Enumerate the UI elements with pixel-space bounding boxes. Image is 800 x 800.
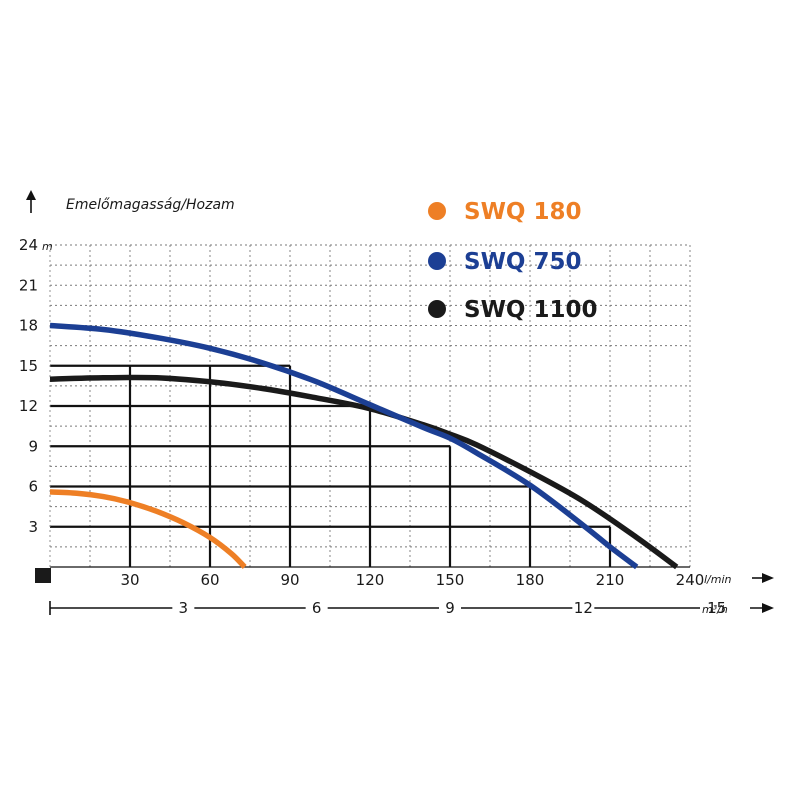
y-unit-label: m [42,240,53,253]
x2-unit-label: m³/h [702,603,728,616]
major-gridlines [50,364,612,567]
y-tick-label: 24 [19,236,38,254]
x-tick-label: 240 [676,571,705,589]
x-tick-label: 90 [280,571,299,589]
x2-tick-gap [572,606,595,610]
origin-square [35,568,51,583]
y-tick-label: 9 [28,437,38,455]
series-line-swq-750 [49,322,639,570]
chart-title: Emelőmagasság/Hozam [66,197,235,213]
x2-tick-label: 9 [445,599,455,617]
x2-tick-gap [172,606,195,610]
y-tick-label: 21 [19,276,38,294]
legend-label: SWQ 180 [464,199,582,225]
series-line-swq-180 [49,489,247,569]
y-tick-label: 15 [19,357,38,375]
y-tick-label: 18 [19,317,38,335]
x-tick-label: 60 [200,571,219,589]
x2-tick-label: 6 [312,599,322,617]
legend-marker [428,202,446,220]
x2-tick-label: 15 [707,599,726,617]
x2-tick-label: 3 [179,599,189,617]
x-tick-label: 150 [436,571,465,589]
legend-label: SWQ 750 [464,249,582,275]
x-tick-label: 210 [596,571,625,589]
x2-tick-gap [439,606,461,610]
y-tick-label: 12 [19,397,38,415]
y-tick-label: 3 [28,518,38,536]
x2-tick-gap [305,606,328,610]
legend-marker [428,252,446,270]
legend-marker [428,300,446,318]
axes [26,190,774,616]
x-arrow-head [762,573,774,583]
x-tick-label: 120 [356,571,385,589]
y-tick-label: 6 [28,478,38,496]
x2-arrow-head [762,603,774,613]
x2-tick-label: 12 [574,599,593,617]
y-arrow-head [26,190,36,200]
x-tick-label: 30 [120,571,139,589]
series-curves [49,322,679,570]
x-unit-label: l/min [704,573,732,586]
legend-label: SWQ 1100 [464,297,598,323]
x2-unit-gap [700,598,750,616]
x-tick-label: 180 [516,571,545,589]
legend: SWQ 180 SWQ 750 SWQ 1100 [428,199,598,323]
axis-labels: 3 6 9 12 15 18 21 24 m Emelőmagasság/Hozam 30 60 90 1… [19,197,732,617]
